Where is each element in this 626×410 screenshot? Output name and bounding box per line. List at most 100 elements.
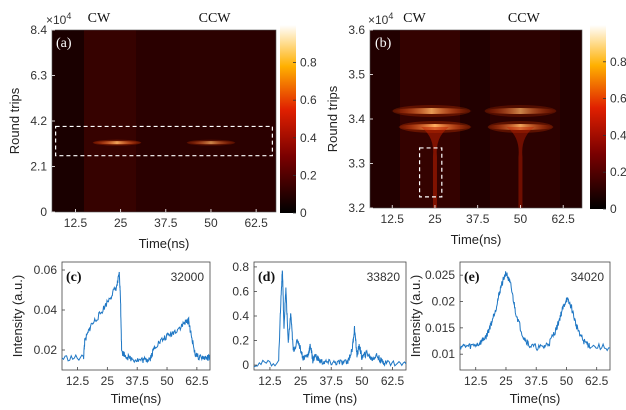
y-tick-label: 0 bbox=[40, 205, 47, 219]
y-tick-label: 0.8 bbox=[232, 260, 249, 274]
ylabel-e: Intensity (a.u.) bbox=[408, 275, 423, 357]
heatmap-b-ccw-column bbox=[490, 30, 560, 208]
colorbar-tick-label: 0 bbox=[300, 206, 307, 220]
dashed-box-a bbox=[55, 125, 273, 157]
x-tick-label: 25 bbox=[499, 374, 513, 388]
heatmap-pulse-trace bbox=[185, 141, 237, 145]
axes-a: 12.5 25 37.5 50 62.5 0 2.1 4.2 6.3 8.4 bbox=[30, 23, 268, 230]
y-tick-label: 0.04 bbox=[34, 303, 58, 317]
y-tick-label: 3.4 bbox=[348, 112, 365, 126]
plot-e-frame bbox=[459, 261, 611, 371]
heatmap-pulse-trace bbox=[91, 141, 143, 145]
panel-a-label: (a) bbox=[56, 36, 72, 51]
x-tick-label: 25 bbox=[428, 212, 442, 226]
x-tick-label: 62.5 bbox=[585, 374, 609, 388]
panel-e-label: (e) bbox=[464, 270, 480, 285]
x-tick-label: 50 bbox=[514, 212, 528, 226]
xlabel-d: Time (ns) bbox=[303, 391, 357, 406]
y-tick-label: 0.015 bbox=[425, 321, 455, 335]
x-tick-label: 25 bbox=[294, 374, 308, 388]
xlabel-b: Time(ns) bbox=[451, 232, 502, 247]
x-tick-label: 62.5 bbox=[244, 216, 268, 230]
y-tick-label: 6.3 bbox=[30, 69, 47, 83]
colorbar-a bbox=[280, 25, 296, 213]
x-tick-label: 12.5 bbox=[381, 212, 405, 226]
heatmap-glow bbox=[392, 104, 471, 117]
x-tick-label: 37.5 bbox=[126, 374, 150, 388]
annotation-e: 34020 bbox=[571, 270, 605, 284]
x-tick-label: 62.5 bbox=[185, 374, 209, 388]
y-tick-label: 3.2 bbox=[348, 201, 365, 215]
y-tick-label: 0.02 bbox=[432, 295, 456, 309]
heatmap-pulse-trace bbox=[482, 107, 559, 114]
panel-b-label: (b) bbox=[375, 36, 392, 51]
x-tick-label: 37.5 bbox=[320, 374, 344, 388]
x-tick-label: 12.5 bbox=[258, 374, 282, 388]
ylabel-b: Round trips bbox=[325, 85, 340, 152]
series-c-line bbox=[62, 271, 210, 364]
y-tick-label: 0.02 bbox=[34, 343, 58, 357]
panel-d-label: (d) bbox=[258, 270, 275, 285]
x-tick-label: 12.5 bbox=[464, 374, 488, 388]
colorbar-tick-label: 0.4 bbox=[610, 128, 626, 142]
heatmap-a-ccw-column bbox=[180, 30, 240, 212]
axes-b: 12.5 25 37.5 50 62.5 3.2 3.3 3.4 3.5 3.6 bbox=[348, 23, 575, 226]
x-tick-label: 50 bbox=[355, 374, 369, 388]
y-exponent-b: ×104 bbox=[368, 11, 393, 27]
xlabel-c: Time(ns) bbox=[111, 391, 162, 406]
colorbar-tick-label: 0.4 bbox=[300, 131, 317, 145]
series-d-line bbox=[254, 270, 406, 368]
heatmap-stem bbox=[420, 127, 449, 208]
y-tick-label: 0.06 bbox=[34, 263, 58, 277]
xlabel-e: Time(ns) bbox=[510, 391, 561, 406]
x-tick-label: 50 bbox=[204, 216, 218, 230]
colorbar-tick-label: 0.2 bbox=[610, 165, 626, 179]
plot-c-frame bbox=[61, 261, 211, 371]
x-tick-label: 37.5 bbox=[466, 212, 490, 226]
x-tick-label: 50 bbox=[560, 374, 574, 388]
heatmap-a-cw-column bbox=[84, 30, 136, 212]
ccw-label-a: CCW bbox=[199, 11, 232, 26]
y-tick-label: 0.4 bbox=[232, 309, 249, 323]
panel-c: 12.5 25 37.5 50 62.5 0.02 0.04 0.06 (c) 32000 I… bbox=[10, 261, 211, 406]
x-tick-label: 25 bbox=[101, 374, 115, 388]
heatmap-glow bbox=[484, 104, 557, 117]
colorbar-tick-label: 0.6 bbox=[300, 93, 317, 107]
heatmap-b-area bbox=[370, 30, 582, 208]
heatmap-a-dark-region bbox=[52, 30, 84, 212]
heatmap-b-cw-column bbox=[400, 30, 460, 208]
y-tick-label: 0.6 bbox=[232, 284, 249, 298]
panel-e: 12.5 25 37.5 50 62.5 0.01 0.015 0.02 0.025 (e) 3… bbox=[408, 261, 611, 406]
axes-d: 12.5 25 37.5 50 62.5 0 0.2 0.4 0.6 0.8 bbox=[232, 260, 404, 388]
x-tick-label: 25 bbox=[114, 216, 128, 230]
axes-e: 12.5 25 37.5 50 62.5 0.01 0.015 0.02 0.025 bbox=[425, 268, 609, 388]
y-exponent-a: ×104 bbox=[46, 11, 71, 27]
ccw-label-b: CCW bbox=[508, 11, 541, 26]
x-tick-label: 50 bbox=[160, 374, 174, 388]
heatmap-b-features bbox=[390, 104, 559, 208]
colorbar-b-ticks: 0 0.2 0.4 0.6 0.8 bbox=[603, 55, 626, 216]
y-tick-label: 8.4 bbox=[30, 23, 47, 37]
ylabel-a: Round trips bbox=[7, 87, 22, 154]
axes-c: 12.5 25 37.5 50 62.5 0.02 0.04 0.06 bbox=[34, 263, 209, 388]
y-tick-label: 3.5 bbox=[348, 68, 365, 82]
y-tick-label: 3.6 bbox=[348, 23, 365, 37]
heatmap-stem bbox=[506, 127, 535, 208]
heatmap-pulse-trace bbox=[486, 124, 555, 131]
heatmap-a-area bbox=[52, 30, 276, 212]
y-tick-label: 2.1 bbox=[30, 160, 47, 174]
y-tick-label: 0 bbox=[242, 358, 249, 372]
y-tick-label: 0.2 bbox=[232, 334, 249, 348]
colorbar-tick-label: 0.2 bbox=[300, 168, 317, 182]
heatmap-glow bbox=[186, 139, 235, 146]
y-tick-label: 3.3 bbox=[348, 157, 365, 171]
colorbar-b bbox=[590, 25, 606, 209]
x-tick-label: 62.5 bbox=[552, 212, 576, 226]
colorbar-tick-label: 0.8 bbox=[300, 56, 317, 70]
heatmap-pulse-trace bbox=[390, 107, 473, 114]
heatmap-glow bbox=[487, 121, 553, 134]
panel-b: 12.5 25 37.5 50 62.5 3.2 3.3 3.4 3.5 3.6 (b) Roun… bbox=[325, 11, 626, 247]
heatmap-glow bbox=[93, 139, 142, 146]
